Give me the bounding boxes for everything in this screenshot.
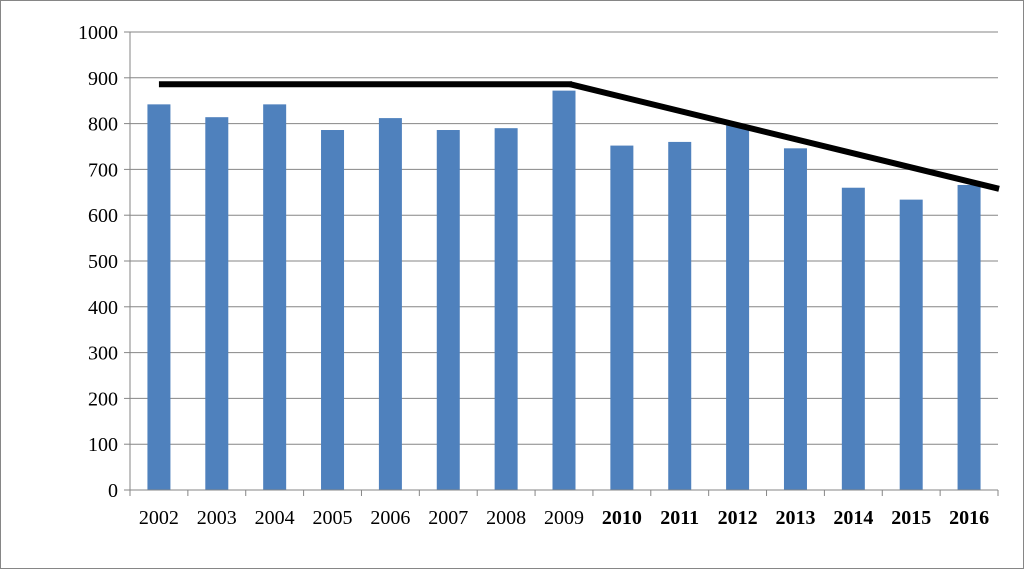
y-tick-label: 500 xyxy=(88,251,118,273)
bars xyxy=(147,90,981,491)
x-tick-label: 2002 xyxy=(139,507,179,529)
bar-2002 xyxy=(147,104,171,490)
axes xyxy=(124,31,999,496)
x-tick-label: 2016 xyxy=(949,507,989,529)
x-tick-label: 2004 xyxy=(255,507,295,529)
bar-2009 xyxy=(552,90,576,491)
y-tick-label: 800 xyxy=(88,114,118,136)
y-tick-label: 400 xyxy=(88,297,118,319)
bar-2013 xyxy=(783,148,807,490)
x-tick-label: 2003 xyxy=(197,507,237,529)
bar-2006 xyxy=(378,118,402,490)
y-axis-tick-labels: 0 100 200 300 400 500 600 700 800 900 1000 xyxy=(78,22,118,502)
bar-2014 xyxy=(841,187,865,490)
x-tick-label: 2009 xyxy=(544,507,584,529)
bar-2012 xyxy=(726,125,750,490)
x-tick-label: 2014 xyxy=(833,507,873,529)
bar-2015 xyxy=(899,199,923,491)
y-tick-label: 1000 xyxy=(78,22,118,44)
bar-2003 xyxy=(205,117,229,491)
y-tick-label: 600 xyxy=(88,205,118,227)
x-tick-label: 2015 xyxy=(891,507,931,529)
x-tick-label: 2011 xyxy=(660,507,699,529)
y-tick-label: 900 xyxy=(88,68,118,90)
x-tick-label: 2008 xyxy=(486,507,526,529)
y-tick-label: 700 xyxy=(88,159,118,181)
x-axis-tick-labels: 2002 2003 2004 2005 2006 2007 2008 2009 2010 2011… xyxy=(139,507,989,529)
bar-2016 xyxy=(957,184,981,491)
y-tick-label: 0 xyxy=(108,480,118,502)
x-tick-label: 2007 xyxy=(428,507,468,529)
bar-2004 xyxy=(263,104,287,490)
trend-line-2 xyxy=(569,81,1000,192)
bar-2005 xyxy=(321,130,345,490)
x-tick-label: 2013 xyxy=(775,507,815,529)
trend-lines xyxy=(158,81,1000,192)
x-tick-label: 2012 xyxy=(718,507,758,529)
bar-2010 xyxy=(610,145,634,491)
x-tick-label: 2006 xyxy=(370,507,410,529)
x-tick-label: 2005 xyxy=(313,507,353,529)
bar-2008 xyxy=(494,128,518,490)
bar-2011 xyxy=(668,141,692,491)
bar-2007 xyxy=(436,130,460,490)
y-tick-label: 200 xyxy=(88,388,118,410)
y-tick-label: 300 xyxy=(88,343,118,365)
y-tick-label: 100 xyxy=(88,434,118,456)
x-tick-label: 2010 xyxy=(602,507,642,529)
